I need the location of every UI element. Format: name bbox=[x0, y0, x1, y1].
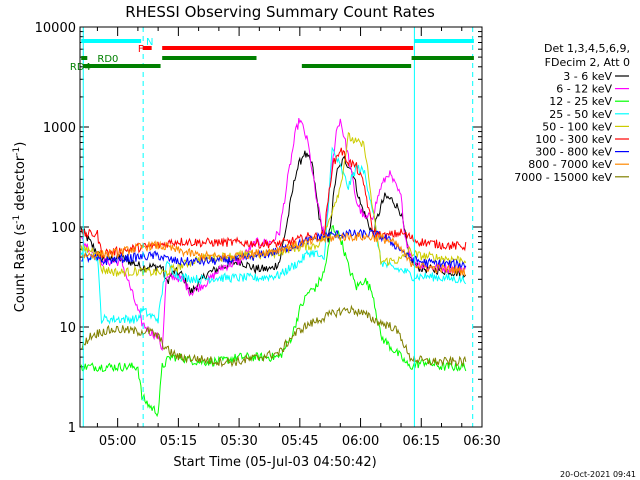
y-tick-label: 10 bbox=[59, 321, 76, 336]
legend-label-4: 50 - 100 keV bbox=[542, 120, 612, 133]
status-bar-f-1 bbox=[162, 46, 414, 50]
y-axis-label-sup-1: -1 bbox=[12, 215, 22, 224]
x-tick-label: 06:00 bbox=[342, 434, 379, 449]
series-line-4 bbox=[80, 131, 467, 278]
x-tick-label: 06:15 bbox=[403, 434, 440, 449]
status-label-n: N bbox=[146, 37, 153, 48]
legend-header-line-2: FDecim 2, Att 0 bbox=[545, 56, 630, 69]
series-line-7 bbox=[80, 232, 467, 277]
x-tick-label: 05:45 bbox=[281, 434, 318, 449]
plot-frame bbox=[79, 26, 483, 428]
x-axis-label: Start Time (05-Jul-03 04:50:42) bbox=[173, 455, 376, 470]
legend-label-0: 3 - 6 keV bbox=[563, 70, 612, 83]
status-bar-f-0 bbox=[142, 46, 152, 50]
chart-title: RHESSI Observing Summary Count Rates bbox=[125, 3, 435, 21]
series-line-8 bbox=[81, 304, 467, 368]
y-tick-label: 1000 bbox=[43, 121, 76, 136]
status-label-f: F bbox=[138, 44, 144, 55]
y-tick-label: 100 bbox=[51, 221, 76, 236]
series-line-3 bbox=[80, 146, 467, 325]
legend: Det 1,3,4,5,6,9, FDecim 2, Att 0 3 - 6 k… bbox=[514, 42, 630, 184]
legend-label-8: 7000 - 15000 keV bbox=[514, 171, 612, 184]
legend-label-7: 800 - 7000 keV bbox=[528, 158, 612, 171]
y-axis-label-sup-2: -1 bbox=[12, 147, 22, 156]
y-axis-label: Count Rate (s-1 detector-1) bbox=[12, 142, 28, 313]
x-tick-label: 05:00 bbox=[99, 434, 136, 449]
status-bar-rd0-0 bbox=[81, 56, 88, 60]
y-tick-label: 10000 bbox=[35, 21, 76, 36]
series-layer bbox=[80, 117, 467, 418]
legend-header-line-1: Det 1,3,4,5,6,9, bbox=[544, 42, 630, 55]
y-axis-label-part-3: ) bbox=[13, 142, 28, 147]
y-axis-label-part-1: Count Rate (s bbox=[13, 224, 28, 313]
status-bar-rd4-1 bbox=[301, 64, 412, 68]
y-axis-label-part-2: detector bbox=[13, 155, 28, 215]
series-line-2 bbox=[80, 224, 467, 418]
status-bar-rd0-1 bbox=[162, 56, 257, 60]
status-bar-rd4-0 bbox=[83, 64, 161, 68]
timestamp-footer: 20-Oct-2021 09:41 bbox=[560, 470, 636, 479]
legend-label-6: 300 - 800 keV bbox=[535, 146, 612, 159]
legend-label-5: 100 - 300 keV bbox=[535, 133, 612, 146]
marker-layer bbox=[82, 27, 474, 427]
legend-label-1: 6 - 12 keV bbox=[556, 83, 612, 96]
x-tick-label: 05:30 bbox=[220, 434, 257, 449]
status-bar-rd0-2 bbox=[411, 56, 474, 60]
status-bar-n-0 bbox=[81, 39, 142, 43]
status-label-rd0: RD0 bbox=[97, 54, 118, 65]
y-tick-label: 1 bbox=[68, 421, 76, 436]
x-tick-label: 05:15 bbox=[160, 434, 197, 449]
legend-label-2: 12 - 25 keV bbox=[549, 95, 612, 108]
series-line-5 bbox=[80, 147, 467, 259]
legend-label-3: 25 - 50 keV bbox=[549, 108, 612, 121]
x-tick-label: 06:30 bbox=[463, 434, 500, 449]
status-bar-n-1 bbox=[414, 39, 474, 43]
